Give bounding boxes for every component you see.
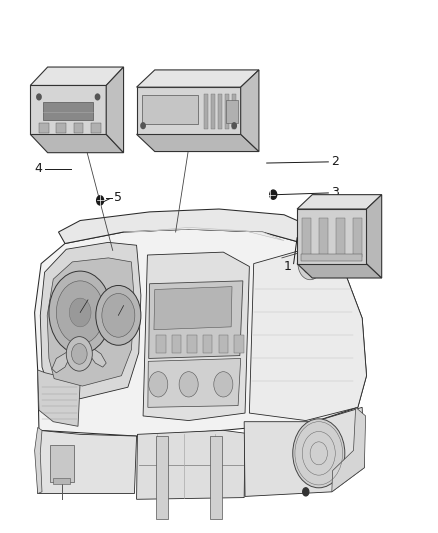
Polygon shape xyxy=(40,243,141,399)
Polygon shape xyxy=(106,67,124,152)
Polygon shape xyxy=(35,229,367,436)
Polygon shape xyxy=(52,350,71,373)
Polygon shape xyxy=(30,134,124,152)
Polygon shape xyxy=(30,67,124,85)
Polygon shape xyxy=(35,427,42,494)
Polygon shape xyxy=(154,287,232,330)
Circle shape xyxy=(149,372,168,397)
Text: 1: 1 xyxy=(284,260,292,273)
Circle shape xyxy=(96,286,141,345)
Circle shape xyxy=(95,94,100,100)
Polygon shape xyxy=(137,87,241,134)
Bar xyxy=(219,335,228,353)
Polygon shape xyxy=(59,209,323,246)
Bar xyxy=(319,217,328,257)
Polygon shape xyxy=(367,195,381,278)
Polygon shape xyxy=(88,347,106,367)
Polygon shape xyxy=(47,258,134,386)
Polygon shape xyxy=(38,370,80,426)
Circle shape xyxy=(214,372,233,397)
Bar xyxy=(218,94,222,128)
Bar xyxy=(232,94,237,128)
Circle shape xyxy=(270,190,277,199)
Circle shape xyxy=(303,488,309,496)
Bar xyxy=(43,101,93,120)
Bar xyxy=(57,123,66,133)
Bar xyxy=(39,123,49,133)
Bar xyxy=(234,335,244,353)
Circle shape xyxy=(66,337,92,371)
Circle shape xyxy=(102,294,135,337)
Text: 3: 3 xyxy=(331,187,339,199)
Polygon shape xyxy=(249,246,367,421)
Circle shape xyxy=(57,281,104,344)
Bar xyxy=(50,445,74,482)
Polygon shape xyxy=(124,228,284,240)
Bar xyxy=(225,94,230,128)
Circle shape xyxy=(69,298,91,327)
Bar xyxy=(142,95,198,124)
Bar xyxy=(336,217,345,257)
Bar xyxy=(203,335,212,353)
Circle shape xyxy=(49,271,111,354)
Polygon shape xyxy=(38,430,137,494)
Circle shape xyxy=(232,123,237,128)
Polygon shape xyxy=(241,70,259,151)
Polygon shape xyxy=(332,407,366,492)
Circle shape xyxy=(37,94,41,100)
Polygon shape xyxy=(297,209,367,264)
Circle shape xyxy=(97,196,104,205)
Circle shape xyxy=(141,123,145,128)
Polygon shape xyxy=(137,134,259,151)
Bar xyxy=(302,217,311,257)
Circle shape xyxy=(298,247,322,280)
Bar xyxy=(301,254,362,261)
Bar xyxy=(226,100,238,123)
Bar xyxy=(204,94,208,128)
Bar xyxy=(53,478,70,484)
Circle shape xyxy=(293,419,345,488)
Bar xyxy=(210,436,223,520)
Polygon shape xyxy=(297,264,381,278)
Circle shape xyxy=(302,253,318,274)
Bar xyxy=(353,217,362,257)
Circle shape xyxy=(179,372,198,397)
Bar xyxy=(91,123,101,133)
Bar xyxy=(172,335,181,353)
Circle shape xyxy=(71,344,87,364)
Polygon shape xyxy=(143,252,249,421)
Bar xyxy=(156,335,166,353)
Text: 2: 2 xyxy=(331,156,339,168)
Polygon shape xyxy=(297,195,381,209)
Bar xyxy=(187,335,197,353)
Text: 5: 5 xyxy=(114,191,122,204)
Polygon shape xyxy=(149,281,243,359)
Polygon shape xyxy=(30,85,106,134)
Text: 4: 4 xyxy=(34,162,42,175)
Polygon shape xyxy=(244,407,364,496)
Polygon shape xyxy=(148,359,241,407)
Polygon shape xyxy=(137,430,245,499)
Bar xyxy=(74,123,83,133)
Polygon shape xyxy=(137,70,259,87)
Bar xyxy=(156,436,168,520)
Bar xyxy=(211,94,215,128)
